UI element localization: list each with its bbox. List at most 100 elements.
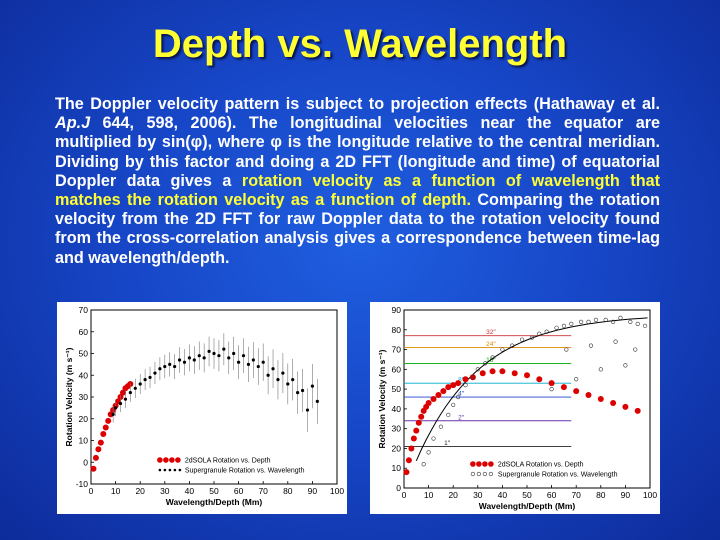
supergranule-point [212,351,216,356]
x-tick-label: 60 [234,486,244,496]
supergranule-point [463,383,468,388]
y-tick-label: 10 [79,436,89,446]
sola-point [430,396,437,402]
supergranule-point [475,367,480,372]
legend-marker [163,468,167,472]
sola-point [548,380,555,387]
supergranule-point [281,371,285,375]
supergranule-point [549,387,554,392]
supergranule-point [579,319,584,324]
paragraph-part-2: 644, 598, 2006). The longitudinal veloci… [55,114,660,190]
supergranule-point [421,462,426,467]
x-tick-label: 0 [402,490,407,500]
legend-marker [175,457,181,463]
x-tick-label: 30 [160,486,170,496]
supergranule-point [251,358,255,362]
supergranule-point [561,323,566,328]
supergranule-point [569,321,574,326]
supergranule-point [222,347,226,351]
sola-point [455,380,462,387]
sola-point [435,392,442,399]
x-tick-label: 60 [547,490,557,500]
supergranule-point [564,347,569,352]
sola-point [524,372,530,379]
x-tick-label: 50 [209,486,219,496]
supergranule-point [261,360,265,364]
legend-label: 2dSOLA Rotation vs. Depth [185,458,271,465]
sola-point [107,411,114,418]
supergranule-point [635,321,640,326]
y-tick-label: 80 [392,325,402,335]
x-tick-label: 80 [283,486,293,496]
sola-point [425,399,432,406]
sola-point [511,370,518,377]
slide-title: Depth vs. Wavelength [152,22,568,66]
supergranule-point [305,408,310,412]
x-tick-label: 90 [308,486,318,496]
sola-point [610,399,617,406]
x-tick-label: 100 [330,486,344,496]
supergranule-point [153,371,157,375]
supergranule-point [611,319,616,324]
sola-point [97,439,104,446]
supergranule-point [300,388,305,393]
y-tick-label: 40 [79,370,89,380]
legend-marker [482,471,487,477]
lag-label: 8″ [458,377,465,384]
x-axis-label: Wavelength/Depth (Mm) [479,501,576,511]
supergranule-point [177,358,182,362]
legend-marker [158,468,162,472]
supergranule-point [271,367,275,371]
legend-label: 2dSOLA Rotation vs. Depth [498,462,584,469]
sola-point [469,374,476,381]
supergranule-point [286,382,290,386]
sola-point [489,368,496,375]
x-tick-label: 0 [89,486,94,496]
supergranule-point [456,394,461,400]
supergranule-point [123,397,128,401]
sola-point [405,457,412,464]
x-tick-label: 10 [424,490,434,500]
supergranule-point [197,354,201,358]
sola-point [597,396,604,402]
legend-marker [173,468,177,472]
left-chart-panel: 0 10 20 30 40 50 60 70 80 90 100 -10 0 10 20 30 40 50 60 70… [57,302,347,514]
supergranule-point [618,315,623,321]
sola-point [408,445,415,452]
legend-marker [163,457,169,463]
journal-name: Ap.J [55,114,91,133]
supergranule-point [490,355,495,360]
sola-point [536,376,543,383]
legend-marker [476,471,481,477]
legend-marker [470,461,476,467]
legend-marker [482,461,488,467]
x-tick-label: 70 [571,490,581,500]
sola-point [95,446,102,453]
y-tick-label: 70 [392,345,402,355]
x-tick-label: 100 [643,490,657,500]
supergranule-point [544,329,549,334]
y-tick-label: 0 [83,457,88,467]
y-tick-label: 10 [392,463,402,473]
y-tick-label: 30 [79,392,89,402]
legend-marker [476,461,482,467]
supergranule-point [202,356,206,360]
supergranule-point [133,386,137,390]
sola-point [90,465,97,472]
x-tick-label: 50 [522,490,532,500]
x-tick-label: 40 [498,490,508,500]
supergranule-point [296,391,300,395]
sola-point [462,376,469,383]
paragraph-part-3: Comparing the rotation velocity from the… [55,191,660,267]
lag-label: 2″ [458,414,465,421]
sola-point [634,407,641,414]
supergranule-point [256,364,260,369]
supergranule-point [529,335,535,340]
supergranule-point [207,349,211,353]
sola-point [102,424,109,431]
sola-point [450,382,457,389]
sola-point [440,388,447,395]
lag-label: 16″ [486,357,496,364]
supergranule-point [158,367,162,371]
sola-point [100,430,107,437]
